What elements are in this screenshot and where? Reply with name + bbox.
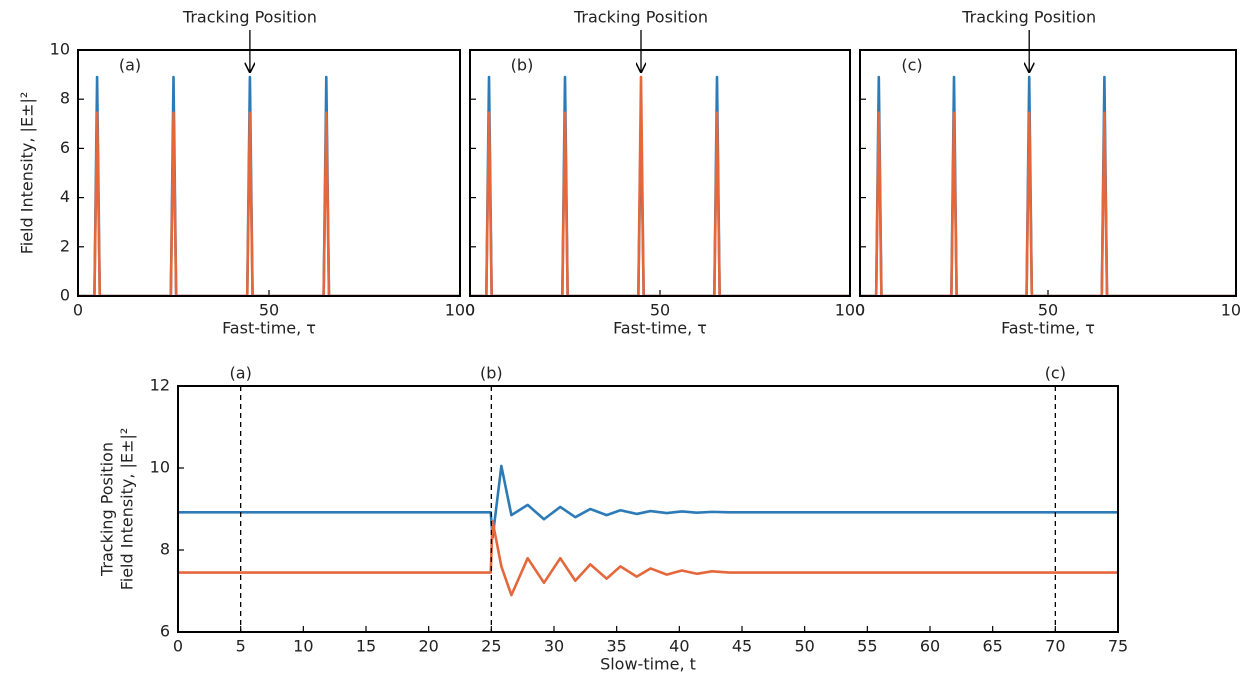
x-axis-label: Fast-time, τ (613, 319, 707, 338)
series-line (470, 75, 850, 296)
y-tick-label: 8 (60, 89, 70, 108)
y-tick-label: 12 (150, 376, 170, 395)
annotation: Tracking Position (573, 8, 708, 27)
x-tick-label: 55 (857, 637, 877, 656)
y-axis-label: Field Intensity, |E±|² (18, 92, 37, 255)
x-tick-label: 0 (73, 301, 83, 320)
plot-area (860, 75, 1236, 296)
x-tick-label: 70 (1045, 637, 1065, 656)
plot-frame (469, 49, 851, 297)
annotation: Tracking Position (182, 8, 317, 27)
series-line (860, 111, 1236, 296)
x-tick-label: 30 (544, 637, 564, 656)
plot-area (78, 75, 460, 296)
x-tick-label: 0 (173, 637, 183, 656)
y-tick-label: 6 (60, 138, 70, 157)
y-axis-label: Tracking Position (98, 442, 117, 577)
plot-area (178, 464, 1118, 597)
x-tick-label: 100 (445, 301, 476, 320)
x-tick-label: 50 (794, 637, 814, 656)
x-tick-label: 100 (835, 301, 866, 320)
y-tick-label: 2 (60, 236, 70, 255)
marker-label: (a) (230, 364, 252, 383)
x-tick-label: 15 (356, 637, 376, 656)
y-tick-label: 10 (50, 40, 70, 59)
x-axis-label: Fast-time, τ (1001, 319, 1095, 338)
panel-label: (a) (119, 56, 141, 75)
x-tick-label: 0 (855, 301, 865, 320)
annotation: Tracking Position (961, 8, 1096, 27)
series-line (78, 111, 460, 296)
series-line (78, 75, 460, 296)
x-tick-label: 20 (418, 637, 438, 656)
panel-label: (b) (511, 56, 534, 75)
x-tick-label: 35 (606, 637, 626, 656)
series-line (178, 520, 1118, 597)
x-tick-label: 5 (236, 637, 246, 656)
y-axis-label: Field Intensity, |E±|² (118, 428, 137, 591)
plot-frame (177, 385, 1119, 633)
y-tick-label: 0 (60, 286, 70, 305)
y-tick-label: 8 (160, 540, 170, 559)
x-tick-label: 45 (732, 637, 752, 656)
y-tick-label: 4 (60, 187, 70, 206)
series-line (860, 75, 1236, 296)
x-tick-label: 50 (259, 301, 279, 320)
x-tick-label: 0 (465, 301, 475, 320)
x-tick-label: 10 (293, 637, 313, 656)
x-tick-label: 65 (982, 637, 1002, 656)
x-tick-label: 50 (1038, 301, 1058, 320)
x-axis-label: Slow-time, t (600, 655, 696, 674)
panel-label: (c) (901, 56, 922, 75)
marker-label: (c) (1045, 364, 1066, 383)
plot-frame (859, 49, 1237, 297)
plot-frame (77, 49, 461, 297)
series-line (178, 464, 1118, 539)
x-tick-label: 25 (481, 637, 501, 656)
x-tick-label: 100 (1221, 301, 1240, 320)
marker-label: (b) (480, 364, 503, 383)
x-tick-label: 75 (1108, 637, 1128, 656)
x-tick-label: 40 (669, 637, 689, 656)
y-tick-label: 6 (160, 622, 170, 641)
x-tick-label: 50 (650, 301, 670, 320)
plot-area (470, 75, 850, 296)
x-axis-label: Fast-time, τ (222, 319, 316, 338)
x-tick-label: 60 (920, 637, 940, 656)
y-tick-label: 10 (150, 458, 170, 477)
series-line (470, 75, 850, 296)
